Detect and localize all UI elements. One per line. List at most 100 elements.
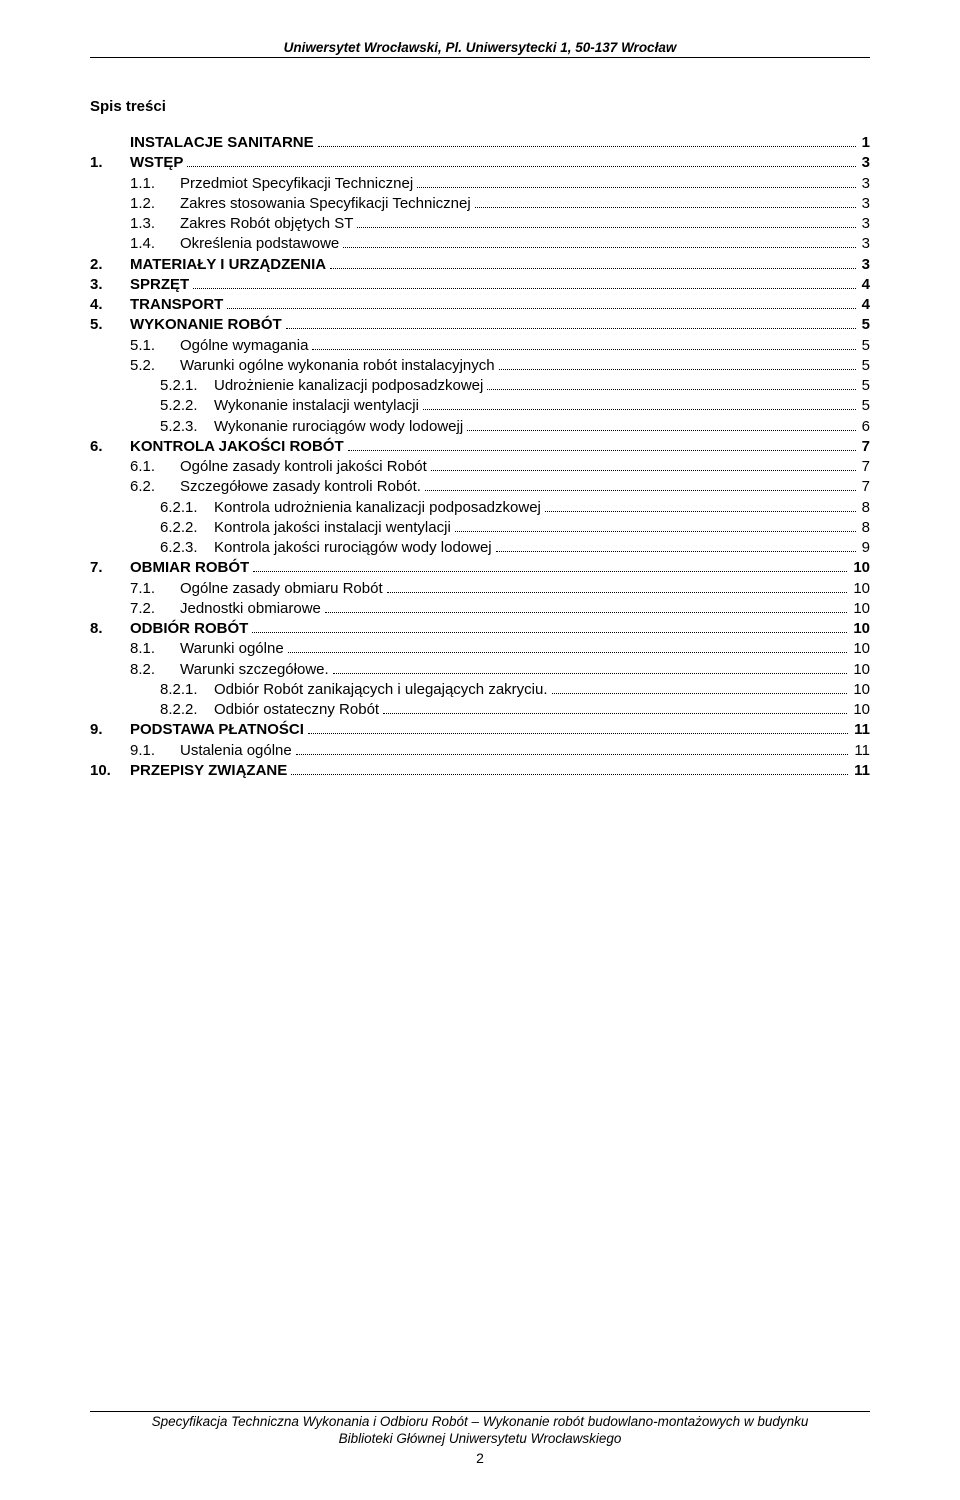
toc-entry-label: Warunki ogólne	[180, 639, 284, 659]
toc-entry-page: 10	[851, 680, 870, 700]
toc-entry-number: 1.2.	[130, 194, 180, 214]
toc-entry: 8.1.Warunki ogólne 10	[90, 639, 870, 659]
toc-entry-number: 6.2.1.	[160, 498, 214, 518]
toc-entry-label: Szczegółowe zasady kontroli Robót.	[180, 477, 421, 497]
toc-entry-number: 6.2.	[130, 477, 180, 497]
toc-leader-dots	[330, 268, 856, 269]
toc-entry-page: 3	[860, 194, 870, 214]
toc-entry: 1.2.Zakres stosowania Specyfikacji Techn…	[90, 194, 870, 214]
toc-leader-dots	[423, 409, 856, 410]
toc-entry-page: 5	[860, 315, 870, 335]
toc-leader-dots	[343, 247, 855, 248]
toc-entry-page: 10	[851, 639, 870, 659]
toc-entry-number: 5.2.	[130, 356, 180, 376]
toc-entry: 10.PRZEPISY ZWIĄZANE11	[90, 761, 870, 781]
toc-entry-label: Ogólne wymagania	[180, 336, 308, 356]
toc-entry-label: Jednostki obmiarowe	[180, 599, 321, 619]
toc-leader-dots	[455, 531, 856, 532]
toc-leader-dots	[417, 187, 855, 188]
toc-entry-page: 7	[860, 457, 870, 477]
toc-entry-label: Zakres Robót objętych ST	[180, 214, 353, 234]
toc-entry-page: 10	[851, 558, 870, 578]
toc-entry-label: Kontrola jakości instalacji wentylacji	[214, 518, 451, 538]
toc-entry: 5.2.3.Wykonanie rurociągów wody lodowejj…	[90, 417, 870, 437]
toc-entry-label: Kontrola udrożnienia kanalizacji podposa…	[214, 498, 541, 518]
table-of-contents: INSTALACJE SANITARNE11.WSTĘP31.1.Przedmi…	[90, 133, 870, 781]
toc-entry: 3.SPRZĘT4	[90, 275, 870, 295]
toc-entry-number: 2.	[90, 255, 130, 275]
toc-leader-dots	[312, 349, 855, 350]
toc-entry-page: 7	[860, 477, 870, 497]
toc-leader-dots	[227, 308, 855, 309]
toc-entry-page: 6	[860, 417, 870, 437]
toc-entry: 1.WSTĘP3	[90, 153, 870, 173]
toc-entry-number: 8.2.1.	[160, 680, 214, 700]
footer-divider	[90, 1411, 870, 1412]
toc-leader-dots	[253, 571, 847, 572]
toc-entry-number: 7.1.	[130, 579, 180, 599]
toc-entry: 6.2.2.Kontrola jakości instalacji wentyl…	[90, 518, 870, 538]
toc-entry-page: 11	[852, 741, 870, 761]
toc-leader-dots	[291, 774, 848, 775]
toc-entry: 6.1.Ogólne zasady kontroli jakości Robót…	[90, 457, 870, 477]
toc-entry-number: 10.	[90, 761, 130, 781]
toc-entry-label: Przedmiot Specyfikacji Technicznej	[180, 174, 413, 194]
toc-entry-number: 7.2.	[130, 599, 180, 619]
toc-entry-label: OBMIAR ROBÓT	[130, 558, 249, 578]
toc-entry-number: 6.2.3.	[160, 538, 214, 558]
toc-entry-number: 1.1.	[130, 174, 180, 194]
toc-leader-dots	[475, 207, 856, 208]
toc-entry: 8.2.2.Odbiór ostateczny Robót10	[90, 700, 870, 720]
toc-entry: 2.MATERIAŁY I URZĄDZENIA3	[90, 255, 870, 275]
toc-leader-dots	[325, 612, 847, 613]
toc-entry-label: ODBIÓR ROBÓT	[130, 619, 248, 639]
toc-entry-label: Kontrola jakości rurociągów wody lodowej	[214, 538, 492, 558]
toc-entry-number: 8.2.2.	[160, 700, 214, 720]
toc-leader-dots	[467, 430, 856, 431]
toc-entry: 5.2.1.Udrożnienie kanalizacji podposadzk…	[90, 376, 870, 396]
toc-entry-page: 3	[860, 234, 870, 254]
toc-entry-page: 8	[860, 498, 870, 518]
toc-entry: 9.1.Ustalenia ogólne11	[90, 741, 870, 761]
toc-entry-number: 8.1.	[130, 639, 180, 659]
toc-title: Spis treści	[90, 98, 870, 115]
toc-entry-page: 1	[860, 133, 870, 153]
page-footer: Specyfikacja Techniczna Wykonania i Odbi…	[90, 1411, 870, 1466]
toc-entry-label: Odbiór ostateczny Robót	[214, 700, 379, 720]
toc-entry-label: PODSTAWA PŁATNOŚCI	[130, 720, 304, 740]
toc-leader-dots	[193, 288, 855, 289]
toc-entry-number: 1.	[90, 153, 130, 173]
toc-entry-label: Ogólne zasady obmiaru Robót	[180, 579, 383, 599]
toc-leader-dots	[545, 511, 856, 512]
toc-leader-dots	[296, 754, 849, 755]
toc-entry-number: 6.2.2.	[160, 518, 214, 538]
toc-entry: 6.KONTROLA JAKOŚCI ROBÓT7	[90, 437, 870, 457]
toc-entry-number: 9.1.	[130, 741, 180, 761]
toc-entry-label: TRANSPORT	[130, 295, 223, 315]
toc-entry-number: 4.	[90, 295, 130, 315]
toc-entry-page: 3	[860, 255, 870, 275]
toc-entry-page: 5	[860, 356, 870, 376]
toc-entry-label: WSTĘP	[130, 153, 183, 173]
toc-leader-dots	[252, 632, 847, 633]
toc-entry-page: 8	[860, 518, 870, 538]
toc-entry-label: SPRZĘT	[130, 275, 189, 295]
toc-entry-number: 5.2.2.	[160, 396, 214, 416]
footer-text: Specyfikacja Techniczna Wykonania i Odbi…	[90, 1414, 870, 1448]
toc-entry-page: 11	[852, 761, 870, 781]
page-header: Uniwersytet Wrocławski, Pl. Uniwersyteck…	[90, 40, 870, 57]
toc-entry-page: 3	[860, 214, 870, 234]
toc-entry: 7.1.Ogólne zasady obmiaru Robót10	[90, 579, 870, 599]
toc-entry-label: Określenia podstawowe	[180, 234, 339, 254]
toc-leader-dots	[496, 551, 856, 552]
toc-entry-label: KONTROLA JAKOŚCI ROBÓT	[130, 437, 344, 457]
toc-leader-dots	[387, 592, 848, 593]
toc-entry: 6.2.1.Kontrola udrożnienia kanalizacji p…	[90, 498, 870, 518]
toc-entry: 8.ODBIÓR ROBÓT10	[90, 619, 870, 639]
page-number: 2	[90, 1450, 870, 1466]
toc-entry: 8.2.1.Odbiór Robót zanikających i ulegaj…	[90, 680, 870, 700]
toc-entry-number: 8.	[90, 619, 130, 639]
toc-entry-label: INSTALACJE SANITARNE	[130, 133, 314, 153]
toc-entry-number: 8.2.	[130, 660, 180, 680]
toc-leader-dots	[286, 328, 856, 329]
